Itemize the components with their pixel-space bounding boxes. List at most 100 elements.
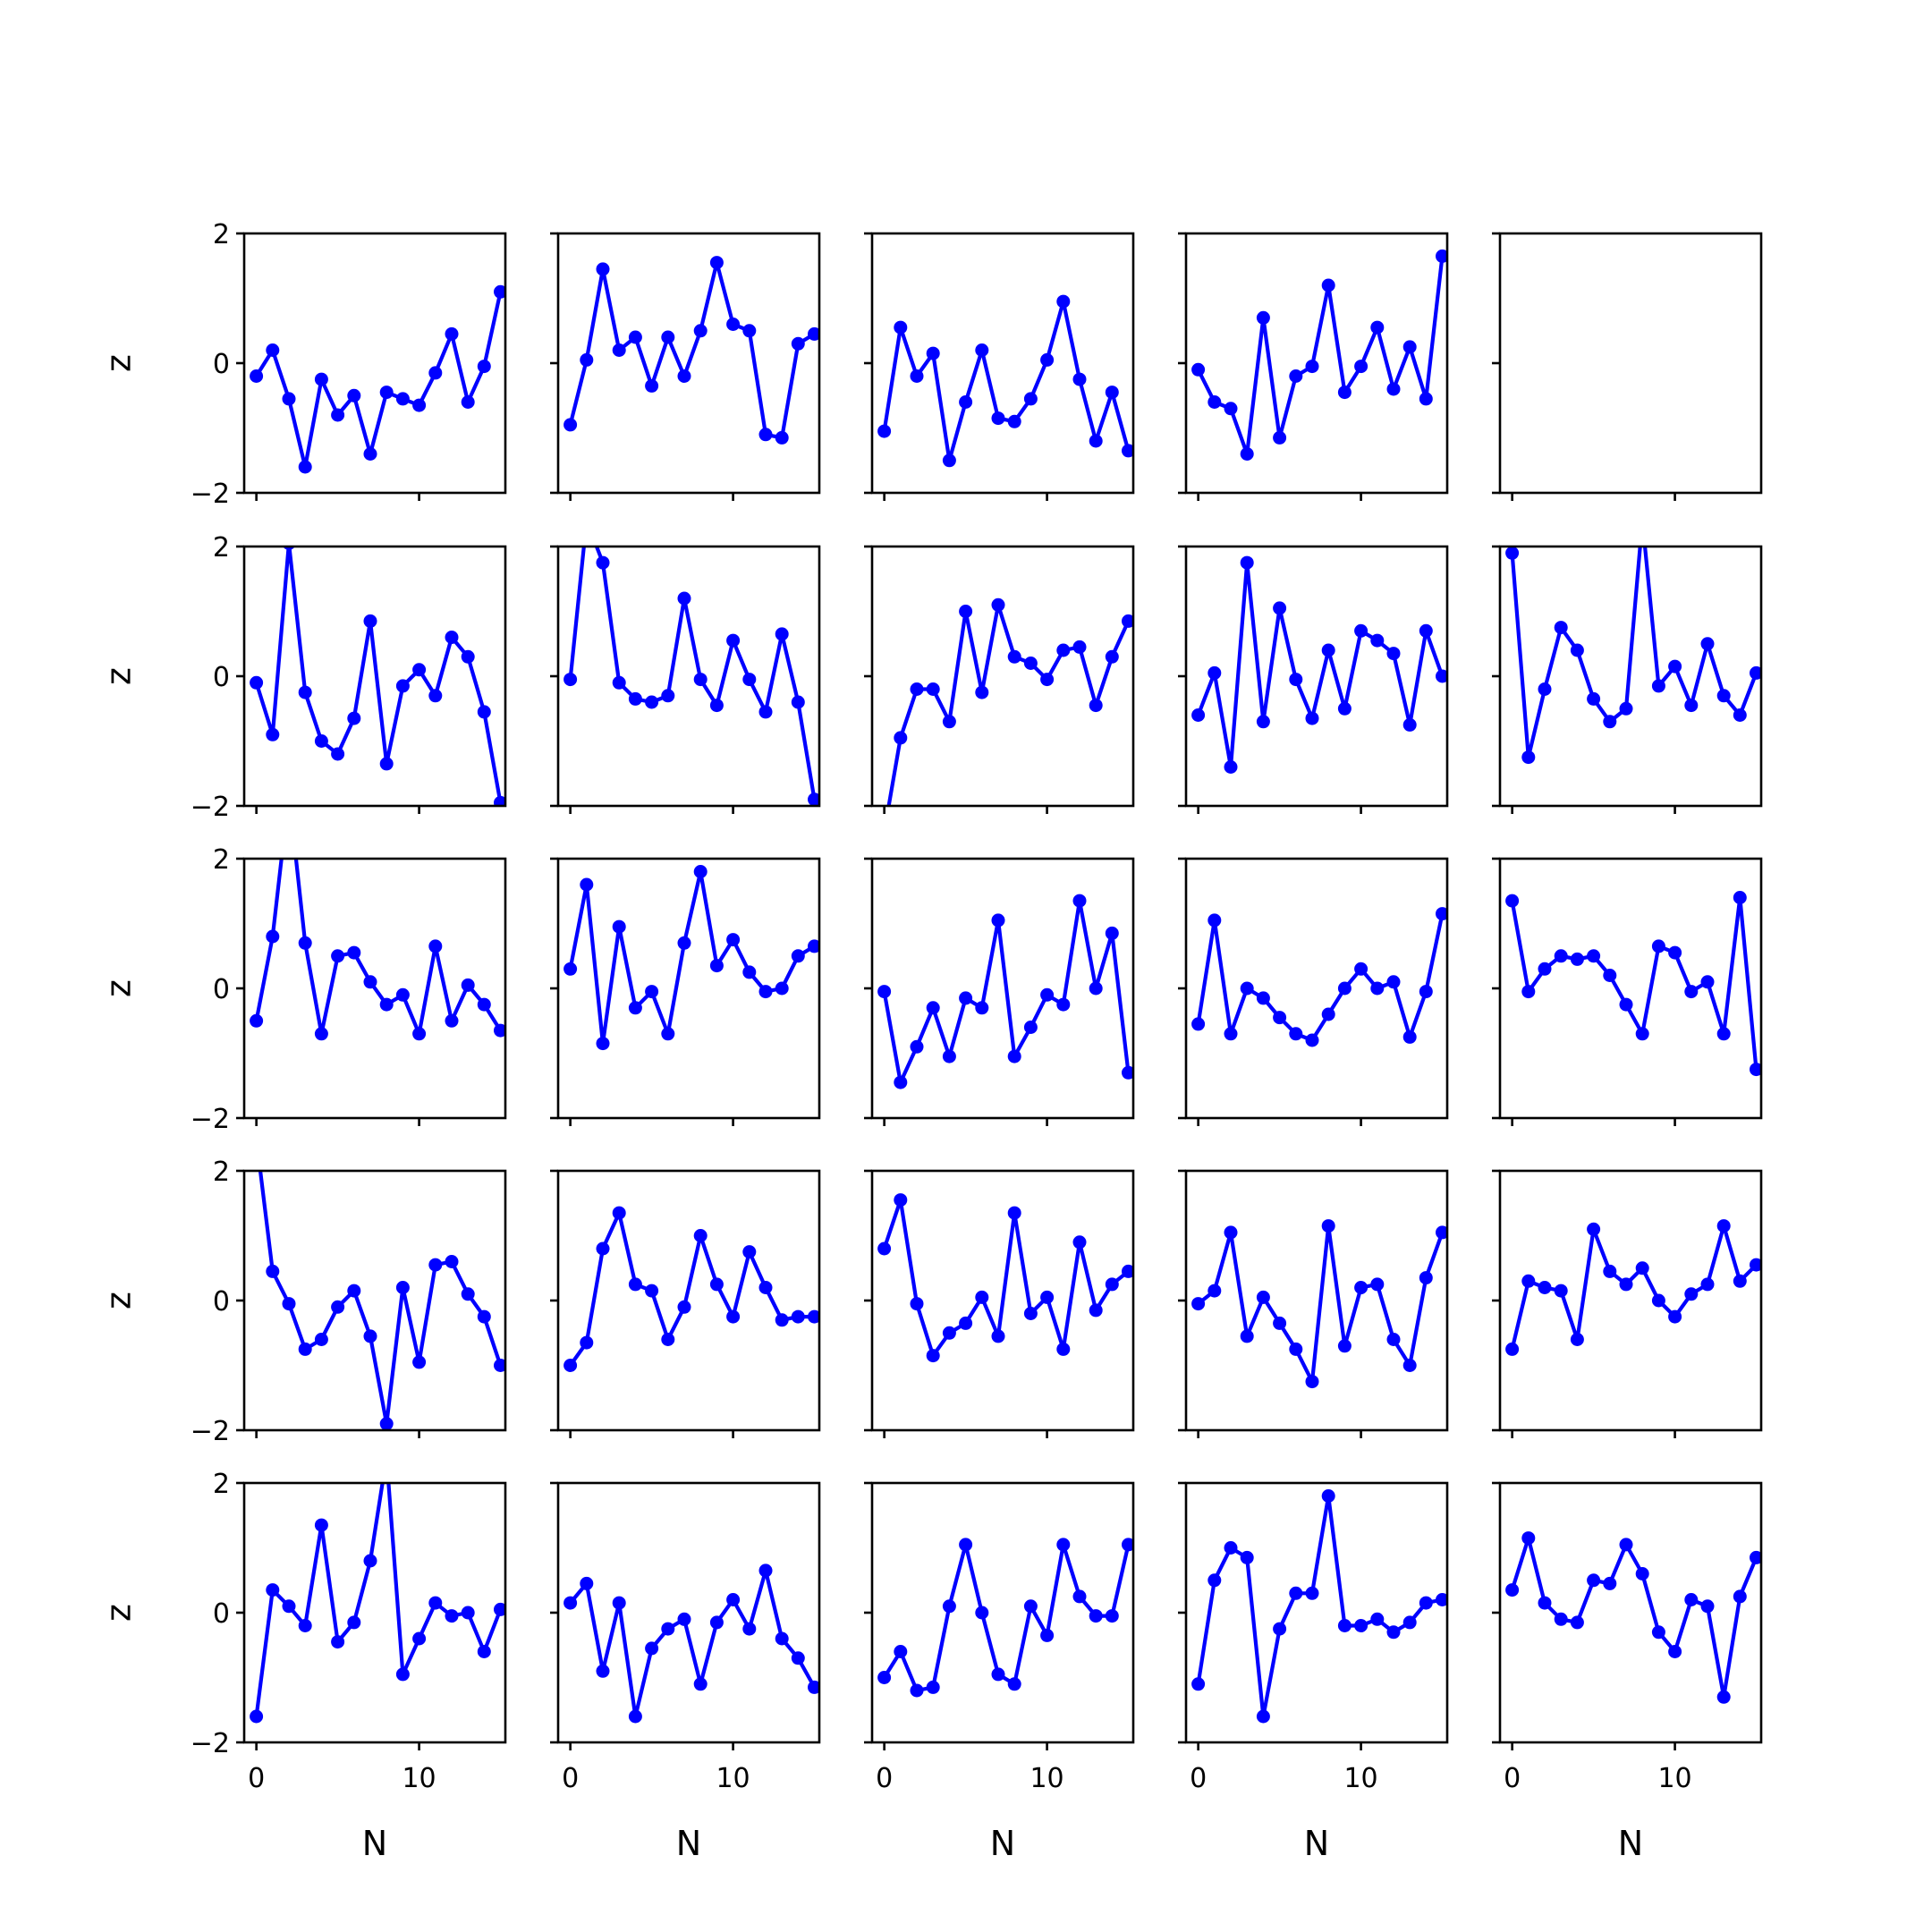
data-point: [266, 1264, 280, 1278]
data-point: [250, 1013, 264, 1028]
data-point: [1089, 981, 1103, 996]
data-point: [1224, 1541, 1238, 1555]
data-point: [1684, 985, 1699, 999]
data-point: [709, 959, 724, 973]
data-series: [1191, 1489, 1447, 1724]
y-axis-label: z: [99, 979, 139, 997]
data-point: [1305, 711, 1319, 725]
data-point: [266, 727, 280, 741]
data-point: [1023, 657, 1038, 670]
data-point: [677, 936, 691, 950]
data-point: [775, 1631, 789, 1646]
data-point: [1651, 939, 1665, 953]
data-point: [709, 1615, 724, 1630]
data-point: [1538, 962, 1552, 976]
y-tick-label: 0: [213, 1598, 230, 1630]
data-point: [1305, 1375, 1319, 1389]
data-point: [1436, 1225, 1447, 1240]
data-point: [975, 343, 989, 357]
data-point: [363, 1329, 377, 1343]
data-point: [1208, 395, 1222, 409]
data-point: [314, 1027, 328, 1041]
data-point: [1224, 1027, 1238, 1041]
y-tick-label: −2: [191, 1104, 230, 1135]
data-point: [1554, 621, 1568, 635]
data-point: [1636, 514, 1649, 528]
axes-frame: [1498, 232, 1763, 495]
data-point: [1570, 1615, 1584, 1630]
data-point: [808, 1309, 819, 1324]
data-point: [1570, 643, 1584, 657]
data-series: [250, 284, 505, 474]
data-point: [395, 392, 410, 406]
data-point: [1122, 1264, 1133, 1278]
data-point: [1289, 369, 1303, 383]
data-point: [926, 682, 940, 696]
data-point: [596, 1241, 610, 1256]
data-point: [1733, 1274, 1747, 1288]
data-point: [1700, 637, 1715, 651]
data-point: [1256, 715, 1270, 729]
data-point: [677, 369, 691, 383]
data-point: [445, 1609, 459, 1623]
data-point: [596, 555, 610, 570]
data-point: [298, 936, 312, 950]
data-point: [363, 447, 377, 461]
axes-frame: [556, 1169, 821, 1432]
data-point: [564, 673, 578, 687]
data-point: [314, 734, 328, 748]
data-point: [564, 1359, 578, 1372]
data-point: [494, 795, 505, 806]
x-tick-label: 0: [876, 1763, 893, 1794]
subplot-r5-c2: 0 10 N: [550, 1481, 821, 1863]
series-line: [886, 603, 1131, 806]
data-point: [612, 1596, 626, 1610]
data-series: [1191, 555, 1447, 774]
data-point: [314, 1518, 328, 1532]
data-point: [628, 1001, 642, 1015]
subplot-r1-c2: [550, 232, 821, 501]
data-point: [1750, 1550, 1761, 1564]
data-point: [709, 256, 724, 270]
data-point: [775, 430, 789, 445]
data-point: [975, 685, 989, 699]
data-point: [942, 453, 956, 468]
series-line: [254, 547, 503, 805]
data-point: [1635, 1567, 1649, 1580]
data-point: [791, 949, 805, 963]
data-point: [1122, 1065, 1133, 1080]
data-point: [1402, 340, 1417, 354]
data-point: [1240, 1329, 1254, 1343]
data-point: [1208, 665, 1222, 680]
data-point: [347, 1615, 361, 1630]
data-point: [959, 1316, 973, 1330]
data-point: [1538, 1281, 1552, 1294]
data-point: [1072, 894, 1087, 908]
data-point: [1386, 1333, 1401, 1346]
data-point: [1700, 1277, 1715, 1292]
data-point: [645, 985, 659, 999]
data-point: [1354, 623, 1368, 638]
subplot-r4-c2: [550, 1169, 821, 1438]
series-line: [568, 869, 817, 1046]
data-point: [250, 369, 264, 383]
data-point: [758, 428, 773, 442]
data-point: [677, 1300, 691, 1314]
data-point: [331, 949, 345, 963]
data-point: [1386, 382, 1401, 396]
data-point: [412, 1355, 427, 1369]
data-series: [877, 1538, 1133, 1698]
data-point: [363, 975, 377, 989]
data-point: [363, 1554, 377, 1568]
data-point: [1436, 669, 1447, 683]
data-point: [564, 418, 578, 432]
data-point: [1402, 1030, 1417, 1044]
data-series: [1505, 1219, 1761, 1356]
subplot-r4-c1: −2 0 2 z: [99, 1157, 507, 1447]
data-point: [1354, 360, 1368, 374]
subplot-r2-c3: [864, 545, 1135, 814]
data-point: [1716, 1690, 1731, 1704]
data-point: [693, 324, 708, 338]
data-series: [250, 1483, 505, 1724]
